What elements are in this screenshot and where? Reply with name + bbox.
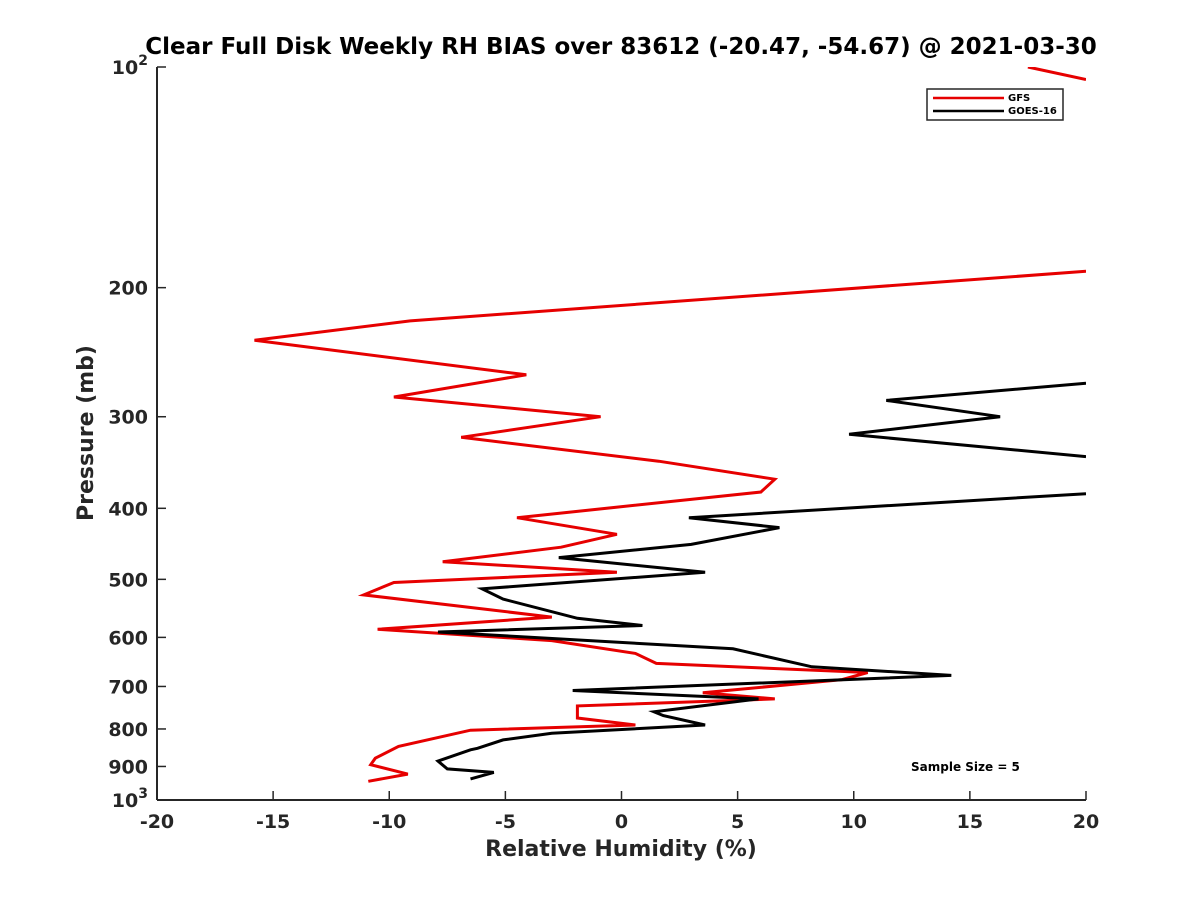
y-tick-label: 300	[108, 407, 148, 429]
y-tick-label: 600	[108, 627, 148, 649]
x-tick-label: 15	[957, 811, 983, 833]
series-line-gfs-0	[1027, 67, 1086, 81]
x-tick-label: -10	[372, 811, 406, 833]
y-tick-label: 900	[108, 756, 148, 778]
legend: GFS GOES-16	[926, 88, 1064, 121]
x-tick-label: 20	[1073, 811, 1099, 833]
sample-size-annotation: Sample Size = 5	[911, 760, 1020, 774]
legend-box	[926, 88, 1064, 121]
x-tick-label: 10	[841, 811, 867, 833]
x-tick-label: -5	[495, 811, 516, 833]
y-tick-label: 700	[108, 676, 148, 698]
series-line-goes16-0	[848, 381, 1086, 459]
y-tick-label: 500	[108, 569, 148, 591]
series-line-gfs-1	[254, 269, 1086, 783]
series-layer	[254, 67, 1086, 783]
chart-title: Clear Full Disk Weekly RH BIAS over 8361…	[145, 34, 1097, 60]
legend-label-goes16: GOES-16	[1008, 106, 1057, 117]
y-tick-label: 200	[108, 278, 148, 300]
y-tick-label: 800	[108, 719, 148, 741]
x-tick-label: -20	[140, 811, 174, 833]
legend-label-gfs: GFS	[1008, 93, 1030, 104]
plot-area	[157, 67, 1086, 800]
x-tick-label: 5	[731, 811, 744, 833]
y-tick-label: 400	[108, 498, 148, 520]
y-axis-label: Pressure (mb)	[74, 345, 99, 521]
series-line-goes16-1	[435, 492, 1086, 781]
x-ticks: -20 -15 -10 -5 0 5 10 15 20	[140, 791, 1099, 833]
x-tick-label: 0	[615, 811, 628, 833]
x-axis-label: Relative Humidity (%)	[485, 837, 757, 862]
x-tick-label: -15	[256, 811, 290, 833]
